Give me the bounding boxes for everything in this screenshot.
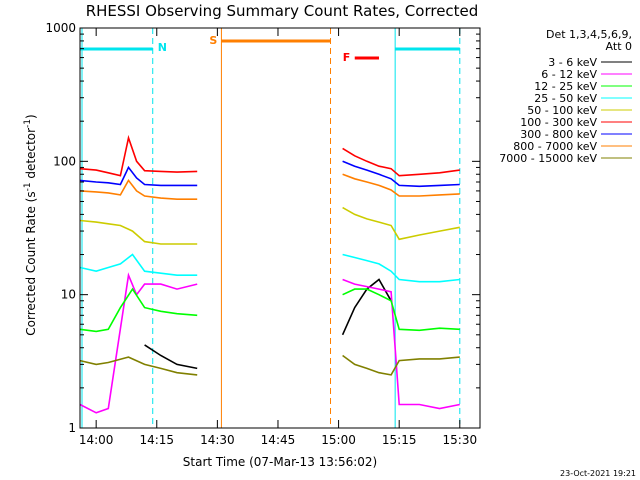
x-tick-label-4: 15:00: [321, 433, 356, 447]
y-tick-label-0: 1: [68, 421, 76, 435]
flag-markers: N S F: [80, 28, 461, 428]
series-lines: [79, 134, 460, 414]
legend-label-1: 6 - 12 keV: [541, 68, 597, 81]
x-tick-label-2: 14:30: [200, 433, 235, 447]
y-axis-label: Corrected Count Rate (s-1 detector-1): [23, 114, 38, 335]
x-tick-label-1: 14:15: [139, 433, 174, 447]
y-tick-label-1: 10: [61, 288, 76, 302]
y-tick-label-2: 100: [53, 154, 76, 168]
y-axis-label-text: Corrected Count Rate (s-1 detector-1): [23, 114, 38, 335]
series-line-6: [79, 160, 460, 188]
legend-label-4: 50 - 100 keV: [527, 104, 597, 117]
series-line-7: [79, 173, 460, 200]
flag-label-night: N: [158, 41, 167, 54]
axis-ticks: 14:00 14:15 14:30 14:45 15:00 15:15 15:30 1 10 10…: [45, 21, 480, 447]
legend-label-0: 3 - 6 keV: [548, 56, 597, 69]
legend-label-7: 800 - 7000 keV: [513, 140, 597, 153]
x-tick-label-5: 15:15: [382, 433, 417, 447]
chart-title: RHESSI Observing Summary Count Rates, Co…: [86, 2, 479, 20]
x-axis-label: Start Time (07-Mar-13 13:56:02): [183, 455, 377, 469]
legend-label-3: 25 - 50 keV: [534, 92, 597, 105]
flag-label-saa: S: [209, 34, 217, 47]
plot-frame: [79, 27, 481, 429]
flag-label-flare: F: [343, 51, 351, 64]
legend-label-8: 7000 - 15000 keV: [499, 152, 597, 165]
y-tick-label-3: 1000: [45, 21, 76, 35]
series-line-2: [79, 287, 460, 333]
series-line-4: [79, 206, 460, 245]
x-tick-label-0: 14:00: [79, 433, 114, 447]
legend-label-5: 100 - 300 keV: [520, 116, 597, 129]
x-tick-label-3: 14:45: [261, 433, 296, 447]
legend-header-0: Det 1,3,4,5,6,9,: [546, 28, 632, 41]
x-tick-label-6: 15:30: [443, 433, 478, 447]
series-line-3: [79, 253, 460, 283]
series-line-8: [79, 354, 460, 376]
series-line-0: [144, 278, 392, 370]
legend-label-6: 300 - 800 keV: [520, 128, 597, 141]
footer-timestamp: 23-Oct-2021 19:21: [560, 469, 636, 478]
legend-label-2: 12 - 25 keV: [534, 80, 597, 93]
series-line-5: [79, 134, 460, 177]
legend-header-1: Att 0: [606, 40, 632, 53]
